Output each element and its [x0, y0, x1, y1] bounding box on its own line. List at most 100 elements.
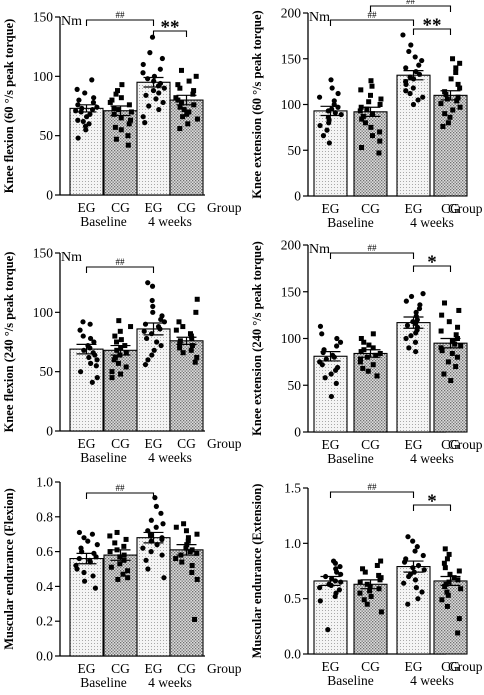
data-point: [177, 85, 183, 91]
data-point: [91, 339, 97, 345]
data-point: [332, 578, 339, 584]
data-point: [338, 571, 344, 577]
x-tick-label: CG: [361, 659, 380, 674]
data-point: [405, 534, 411, 540]
data-point: [128, 109, 134, 115]
data-point: [92, 352, 98, 358]
x-tick-label: CG: [441, 437, 460, 452]
time-label-baseline: Baseline: [327, 673, 374, 688]
data-point: [439, 312, 445, 318]
bar-cg-4weeks: [433, 342, 468, 433]
x-tick-label: CG: [177, 436, 196, 451]
data-point: [150, 309, 156, 315]
data-point: [403, 65, 409, 71]
data-point: [112, 540, 118, 546]
data-point: [109, 375, 115, 381]
data-point: [415, 596, 421, 602]
y-tick-label: 0.0: [284, 647, 301, 662]
data-point: [94, 357, 100, 363]
group-label: Group: [448, 659, 483, 674]
bar-eg-4weeks: [136, 328, 171, 432]
data-point: [324, 127, 330, 133]
data-point: [377, 102, 383, 107]
data-point: [360, 365, 366, 371]
data-point: [90, 99, 97, 106]
time-label-4weeks: 4 weeks: [148, 675, 192, 690]
data-point: [115, 576, 121, 582]
significance-bracket: [329, 19, 415, 26]
data-point: [117, 561, 123, 567]
data-point: [453, 69, 459, 75]
data-point: [115, 360, 121, 366]
data-point: [447, 571, 453, 577]
data-point: [118, 371, 124, 377]
bar-eg-baseline: [313, 580, 348, 655]
data-point: [366, 99, 372, 105]
data-point: [189, 569, 195, 575]
group-label: Group: [448, 437, 483, 452]
data-point: [189, 335, 195, 341]
data-point: [184, 111, 190, 117]
data-point: [450, 56, 456, 62]
data-point: [176, 319, 182, 325]
x-tick-label: CG: [361, 437, 380, 452]
data-point: [142, 120, 148, 126]
group-label: Group: [207, 436, 242, 451]
y-tick-label: 0.6: [36, 544, 53, 559]
data-point: [149, 34, 156, 40]
time-label-4weeks: 4 weeks: [410, 673, 454, 688]
significance-hash: ##: [368, 243, 378, 253]
significance-hash: ##: [116, 257, 126, 267]
x-tick-label: CG: [111, 436, 130, 451]
data-point: [338, 111, 344, 118]
data-point: [403, 298, 409, 304]
data-point: [367, 588, 373, 594]
y-axis-title: Knee flexion (60 °/s peak torque): [2, 19, 16, 194]
significance-bracket: [329, 252, 415, 259]
significance-hash: ##: [368, 482, 378, 492]
significance-bracket: [412, 265, 452, 272]
data-point: [180, 324, 186, 330]
y-tick-label: 50: [288, 378, 302, 393]
data-point: [413, 309, 419, 315]
data-point: [420, 94, 426, 100]
data-point: [143, 557, 149, 563]
data-point: [319, 331, 325, 337]
bar-cg-baseline: [353, 111, 388, 197]
data-point: [417, 302, 423, 308]
data-point: [113, 136, 119, 142]
data-point: [420, 291, 426, 297]
y-tick-label: 0: [294, 189, 301, 204]
data-point: [85, 538, 91, 544]
data-point: [455, 81, 461, 87]
data-point: [377, 138, 383, 144]
significance-bracket: [369, 5, 452, 12]
significance-bracket: [85, 492, 155, 499]
bar-cg-baseline: [103, 110, 138, 196]
data-point: [181, 521, 187, 527]
data-point: [77, 327, 83, 333]
data-point: [88, 360, 94, 366]
significance-hash: ##: [116, 10, 126, 20]
unit-label: Nm: [309, 242, 330, 257]
significance-bracket: [152, 30, 188, 37]
data-point: [117, 554, 123, 560]
data-point: [150, 303, 156, 309]
unit-label: Nm: [61, 14, 82, 29]
data-point: [357, 359, 363, 365]
data-point: [118, 337, 124, 343]
data-point: [442, 300, 448, 306]
data-point: [456, 307, 462, 313]
data-point: [359, 145, 365, 151]
bar-cg-baseline: [353, 352, 388, 433]
data-point: [373, 352, 379, 358]
bar-eg-4weeks: [396, 74, 431, 197]
data-point: [160, 99, 166, 106]
data-point: [159, 55, 165, 62]
data-point: [332, 560, 338, 566]
data-point: [333, 367, 339, 373]
data-point: [367, 92, 373, 98]
data-point: [108, 564, 114, 570]
data-point: [453, 364, 459, 370]
data-point: [140, 545, 146, 551]
